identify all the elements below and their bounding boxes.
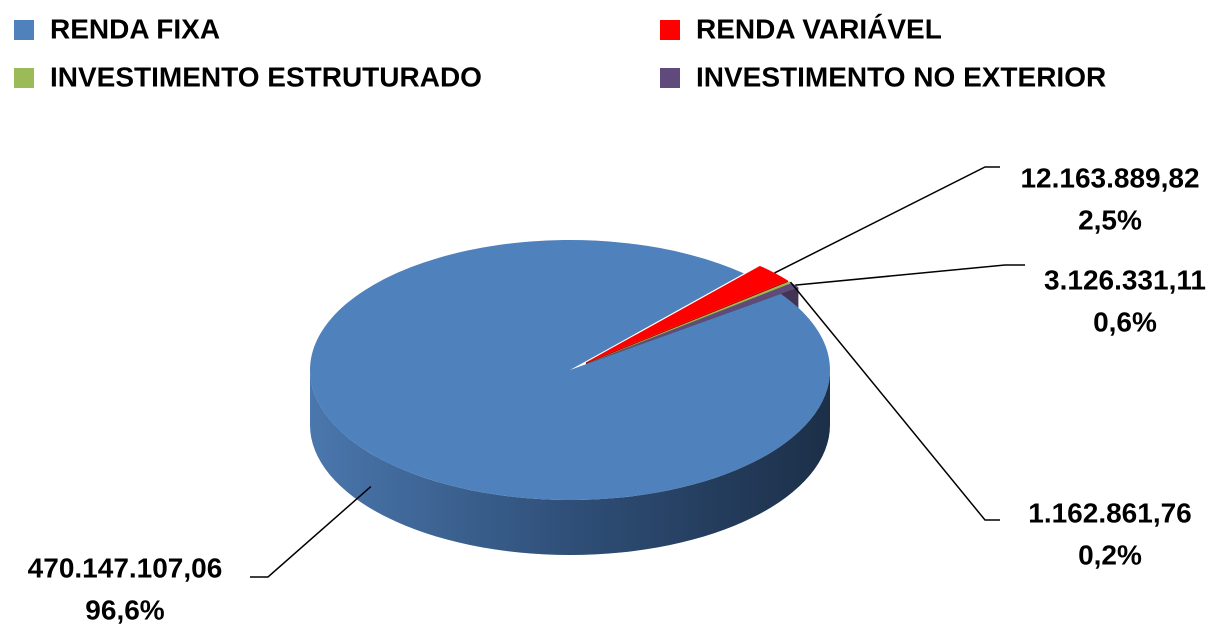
slice [587,283,799,364]
legend-swatch [14,68,34,88]
legend-label: RENDA VARIÁVEL [696,13,942,44]
leader-line [774,166,1000,274]
leader-line [250,485,372,578]
value-label: 3.126.331,11 [1044,264,1206,295]
legend-swatch [660,20,680,40]
slice-side [310,370,830,555]
percent-label: 96,6% [85,594,164,625]
legend-label: RENDA FIXA [50,13,220,44]
slice [310,240,831,501]
value-label: 12.163.889,82 [1020,162,1199,193]
legend-label: INVESTIMENTO ESTRUTURADO [50,61,482,92]
legend-swatch [14,20,34,40]
percent-label: 0,2% [1078,539,1142,570]
legend-swatch [660,68,680,88]
value-label: 1.162.861,76 [1028,497,1192,528]
leader-line [789,281,1000,521]
leader-line [795,264,1025,286]
legend-label: INVESTIMENTO NO EXTERIOR [696,61,1106,92]
slice [587,281,792,364]
value-label: 470.147.107,06 [28,552,223,583]
percent-label: 2,5% [1078,204,1142,235]
slice [585,265,789,363]
percent-label: 0,6% [1093,306,1157,337]
